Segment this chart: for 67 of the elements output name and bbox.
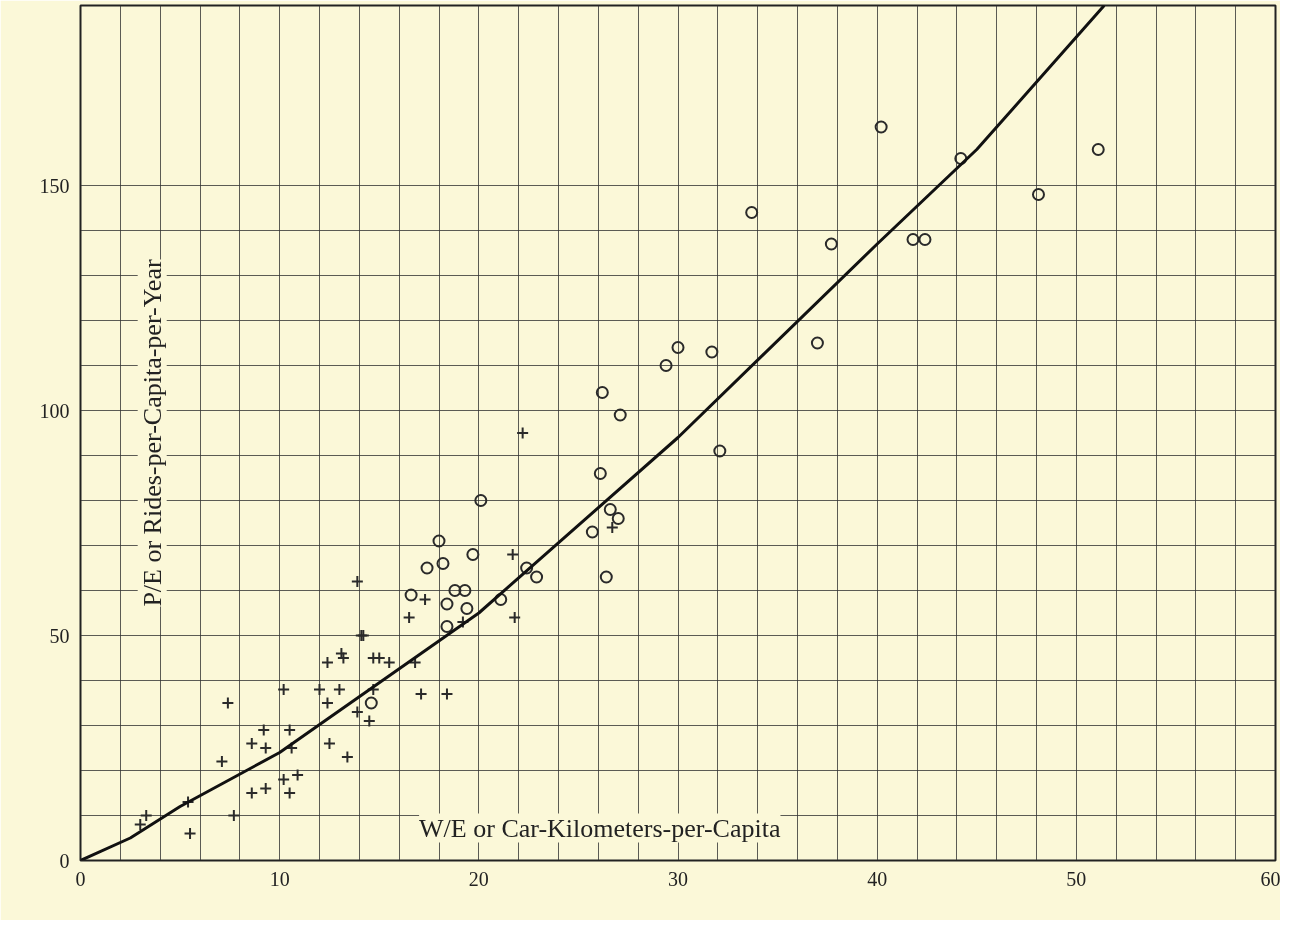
point — [918, 233, 932, 246]
point — [382, 656, 396, 669]
point — [1091, 143, 1105, 156]
point — [810, 336, 824, 350]
x-tick-label: 40 — [867, 867, 888, 890]
point — [824, 237, 838, 251]
point — [332, 683, 346, 696]
point — [313, 683, 326, 696]
point — [671, 341, 685, 354]
y-tick-label: 100 — [39, 399, 70, 422]
x-tick-label: 20 — [468, 867, 489, 890]
point — [466, 548, 480, 561]
point — [613, 408, 627, 422]
point — [906, 233, 920, 246]
point — [585, 525, 599, 539]
point — [436, 557, 450, 570]
point — [227, 809, 241, 822]
point — [506, 548, 520, 561]
point — [245, 737, 259, 750]
point — [432, 534, 446, 548]
point — [1031, 188, 1045, 201]
point — [520, 561, 534, 575]
point — [440, 597, 454, 611]
point — [745, 206, 759, 219]
point — [508, 611, 522, 624]
y-axis-title: P/E or Rides-per-Capita-per-Year — [137, 259, 167, 607]
x-tick-label: 0 — [75, 867, 86, 890]
point — [874, 120, 888, 134]
point — [404, 588, 418, 602]
x-axis-title: W/E or Car-Kilometers-per-Capita — [419, 813, 781, 843]
point — [277, 773, 291, 786]
point — [593, 467, 607, 480]
x-tick-label: 60 — [1260, 867, 1281, 890]
point — [705, 345, 719, 359]
x-tick-label: 10 — [269, 867, 290, 890]
y-tick-label: 50 — [49, 624, 70, 647]
x-tick-label: 30 — [668, 867, 688, 890]
point — [402, 611, 416, 624]
point — [322, 737, 336, 750]
point — [460, 602, 474, 615]
y-tick-label: 150 — [39, 174, 70, 197]
point — [530, 570, 544, 584]
point — [458, 584, 472, 597]
point — [259, 782, 273, 795]
point — [420, 561, 434, 575]
y-tick-label: 0 — [59, 849, 70, 872]
point — [603, 503, 617, 516]
point — [605, 521, 619, 534]
x-tick-label: 50 — [1066, 867, 1087, 890]
point — [215, 755, 229, 768]
point — [474, 494, 488, 507]
point — [418, 593, 432, 606]
point — [448, 584, 462, 597]
point — [494, 593, 508, 606]
point — [954, 152, 968, 165]
point — [350, 575, 364, 588]
point — [713, 444, 727, 458]
point — [599, 570, 613, 584]
point — [611, 512, 625, 525]
point — [277, 683, 291, 696]
point — [659, 359, 673, 372]
point — [364, 696, 378, 710]
point — [183, 827, 197, 840]
point — [320, 656, 334, 669]
line-series — [80, 5, 1106, 861]
point — [440, 620, 454, 633]
point — [595, 386, 609, 399]
